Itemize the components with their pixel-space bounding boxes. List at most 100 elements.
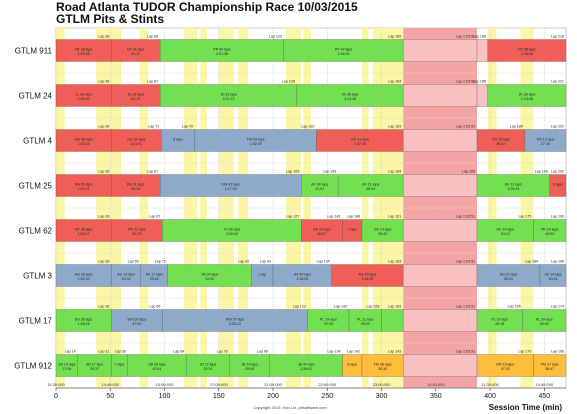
stint-bar <box>381 309 404 332</box>
x-tick-label: 300 <box>376 393 388 400</box>
stint-bar <box>539 264 567 287</box>
clock-label: 11:30:000 <box>47 382 65 387</box>
pit-lap-label: Lap 1:03:51 <box>456 35 475 39</box>
stint-duration: 1:01:01 <box>130 142 142 146</box>
pit-lap-label: Lap 196 <box>535 170 548 174</box>
stint-duration: 1:02:33 <box>78 277 90 281</box>
pit-lap-label: Lap 38 <box>115 350 126 354</box>
stint-label: GF 14 laps <box>313 228 331 232</box>
pit-lap-label: Lap 67 <box>147 80 158 84</box>
stint-label: AF 34 laps <box>311 183 328 187</box>
stint-duration: 50:01 <box>504 277 513 281</box>
clock-label: 17:00:000 <box>210 382 229 387</box>
pit-lap-label: Lap 1:03:51 <box>456 125 475 129</box>
pit-lap-label: Lap 196 <box>551 350 564 354</box>
stint-duration: 1:26:01 <box>300 367 312 371</box>
stint-duration: 1:04:29 <box>361 277 373 281</box>
stint-bar <box>403 219 478 242</box>
pit-lap-label: Lap 189 <box>510 125 523 129</box>
x-axis-title: Session Time (min) <box>489 403 563 412</box>
stint-duration: 47:30 <box>501 367 510 371</box>
stint-label: 8 laps <box>347 363 357 367</box>
pit-lap-label: Lap 93 <box>260 260 271 264</box>
pit-lap-label: Lap 143 <box>388 350 401 354</box>
stint-bar <box>403 129 478 152</box>
stint-duration: 20:00 <box>205 277 214 281</box>
clock-label: 11:30:000 <box>481 382 499 387</box>
stint-label: 8 laps <box>173 138 183 142</box>
stint-duration: 45:04 <box>366 187 375 191</box>
stint-duration: 29:44 <box>150 277 159 281</box>
stint-duration: 2:09:34 <box>226 232 238 236</box>
stint-duration: 1:02:17 <box>78 232 90 236</box>
stint-label: OG 35 laps <box>127 138 145 142</box>
stint-label: JM 49 laps <box>294 273 312 277</box>
stint-bar <box>403 174 478 197</box>
pit-lap-label: Lap 123 <box>269 35 282 39</box>
pit-lap-label: Lap 184 <box>525 260 538 264</box>
pit-lap-label: Lap 36 <box>98 215 109 219</box>
pit-lap-label: Lap 71 <box>148 125 159 129</box>
pit-lap-label: Lap 185 <box>473 80 486 84</box>
stint-duration: 1:02:24 <box>78 142 90 146</box>
stint-label: AG 19 laps <box>117 273 135 277</box>
stint-label: GF 36 laps <box>75 228 93 232</box>
pit-lap-label: Lap 67 <box>147 170 158 174</box>
pit-lap-label: Lap 165 <box>462 170 475 174</box>
pit-lap-label: Lap 142 <box>334 305 347 309</box>
stint-duration: 49:03 <box>545 232 554 236</box>
stint-duration: 47:42 <box>132 322 141 326</box>
stint-duration: 1:07:28 <box>354 142 366 146</box>
stint-bar <box>533 354 567 377</box>
pit-lap-label: Lap 36 <box>98 170 109 174</box>
stint-label: PP 42 laps <box>335 48 353 52</box>
stint-label: JB 44 laps <box>298 363 315 367</box>
stint-label: GF 13 laps <box>374 228 392 232</box>
stint-label: OG 26 laps <box>492 138 510 142</box>
stint-label: PL 19 laps <box>320 318 337 322</box>
stint-duration: 50:52 <box>540 322 549 326</box>
row-label: GTLM 3 <box>23 272 52 281</box>
stint-label: PL 39 laps <box>536 318 553 322</box>
row-label: GTLM 24 <box>19 92 53 101</box>
pit-lap-label: Lap 199 <box>551 215 564 219</box>
stint-label: OG 36 laps <box>75 138 93 142</box>
stint-label: SB 17 laps <box>86 363 104 367</box>
stint-label: PK 24 laps <box>541 228 559 232</box>
pit-lap-label: Lap 202 <box>551 170 564 174</box>
stint-label: DW 42 laps <box>221 183 240 187</box>
clock-label: 21:00:000 <box>264 382 283 387</box>
x-tick-label: 0 <box>54 393 58 400</box>
stint-label: BA 36 laps <box>75 183 92 187</box>
pit-lap-label: Lap 127 <box>286 215 299 219</box>
stint-duration: 2:11:13 <box>223 97 235 101</box>
stint-label: JM 14 laps <box>544 273 562 277</box>
clock-label: 15:00:000 <box>156 382 175 387</box>
stint-label: 7 laps <box>115 363 125 367</box>
stint-bar <box>403 39 478 62</box>
stint-duration: 30:57 <box>317 232 326 236</box>
stint-duration: 1:08:18 <box>78 322 90 326</box>
stint-label: JB 14 laps <box>241 363 258 367</box>
pit-lap-label: Lap 92 <box>238 260 249 264</box>
x-tick-label: 450 <box>538 393 550 400</box>
pit-lap-label: Lap 36 <box>98 80 109 84</box>
x-axis: 0 50 100 150 200 250 300 350 400 450 11:30:000 14:4… <box>47 382 566 412</box>
stint-duration: 1:47:25 <box>225 187 237 191</box>
pit-lap-label: Lap 164 <box>508 305 521 309</box>
pit-lap-label: Lap 153 <box>367 305 380 309</box>
stint-duration: 26:42 <box>378 232 387 236</box>
stint-bar <box>487 84 567 107</box>
stint-label: 7 laps <box>347 228 357 232</box>
clock-label: 14:40:000 <box>535 382 554 387</box>
stint-label: JK 36 laps <box>519 93 536 97</box>
stint-bar <box>522 309 567 332</box>
stint-bar <box>524 129 567 152</box>
pit-lap-label: Lap 14 <box>65 350 76 354</box>
clock-label: 23:00:000 <box>373 382 392 387</box>
pit-lap-label: Lap 79 <box>182 125 193 129</box>
pit-lap-label: Lap 1:03:51 <box>456 80 475 84</box>
stint-duration: 38:47 <box>545 367 554 371</box>
